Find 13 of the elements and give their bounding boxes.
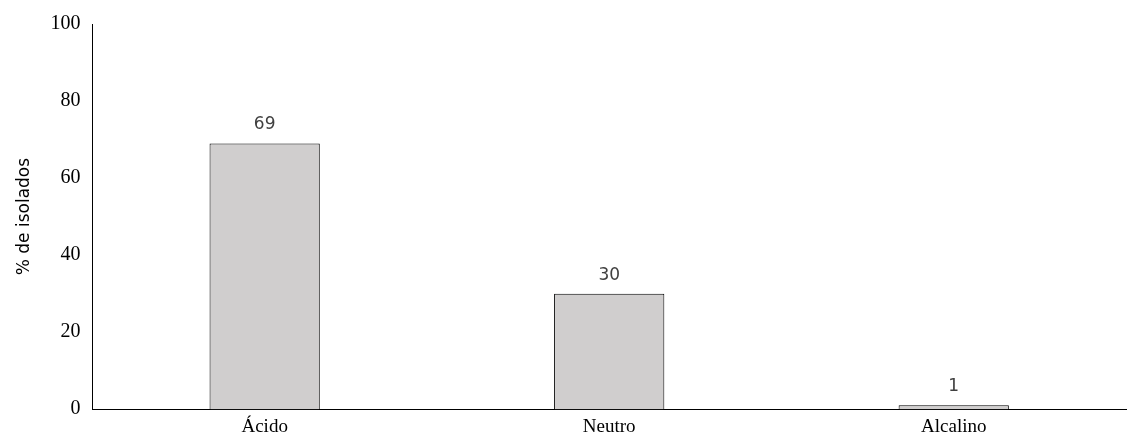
x-tick-label: Ácido	[241, 414, 288, 436]
y-tick-label: 80	[60, 88, 81, 111]
y-axis-title: % de isolados	[12, 157, 33, 276]
y-tick-label: 20	[60, 319, 81, 342]
x-tick-label: Alcalino	[921, 414, 987, 436]
data-label: 30	[598, 263, 621, 284]
y-tick-label: 100	[50, 11, 81, 34]
data-label: 69	[253, 113, 276, 134]
y-tick-label: 40	[60, 242, 81, 265]
x-tick-label: Neutro	[582, 414, 636, 436]
y-tick-label: 60	[60, 165, 81, 188]
data-label: 1	[948, 375, 960, 396]
y-tick-label: 0	[70, 396, 81, 419]
